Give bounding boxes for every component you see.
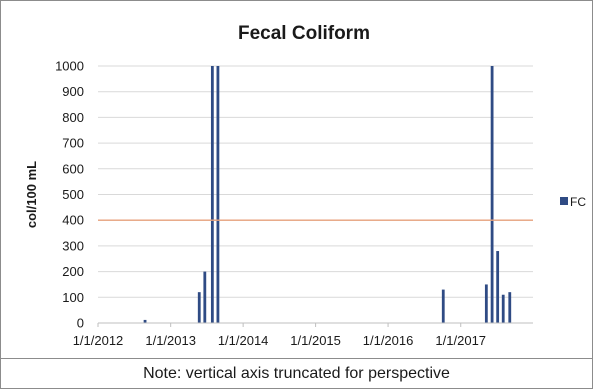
legend: FC xyxy=(560,195,586,209)
bar xyxy=(490,66,494,323)
bar xyxy=(501,294,505,323)
chart-title: Fecal Coliform xyxy=(238,23,370,44)
bar xyxy=(508,292,512,323)
y-tick-label: 600 xyxy=(62,161,84,176)
x-tick-label: 1/1/2015 xyxy=(290,333,341,348)
legend-label: FC xyxy=(570,195,586,209)
bar xyxy=(441,289,445,323)
y-tick-label: 100 xyxy=(62,290,84,305)
fecal-coliform-chart: Fecal Coliform 0 100 200 300 400 500 600 700 800… xyxy=(24,23,586,348)
bar xyxy=(210,66,214,323)
legend-swatch xyxy=(560,197,568,205)
y-tick-label: 400 xyxy=(62,213,84,228)
x-tick-labels: 1/1/2012 1/1/2013 1/1/2014 1/1/2015 1/1/2016… xyxy=(73,323,486,348)
y-tick-label: 1000 xyxy=(55,59,84,74)
x-tick-label: 1/1/2014 xyxy=(218,333,269,348)
y-tick-label: 700 xyxy=(62,136,84,151)
bar xyxy=(484,284,488,323)
y-tick-label: 300 xyxy=(62,238,84,253)
x-tick-label: 1/1/2012 xyxy=(73,333,124,348)
bar xyxy=(197,292,201,323)
bar xyxy=(143,319,147,323)
bar xyxy=(216,66,220,323)
y-tick-label: 200 xyxy=(62,264,84,279)
bar xyxy=(496,251,500,323)
y-axis-title: col/100 mL xyxy=(24,161,39,228)
gridlines xyxy=(98,65,533,298)
y-tick-label: 0 xyxy=(77,316,84,331)
bars xyxy=(143,66,512,323)
x-tick-label: 1/1/2017 xyxy=(435,333,486,348)
bar xyxy=(203,271,207,323)
y-tick-label: 900 xyxy=(62,84,84,99)
axis-note: Note: vertical axis truncated for perspe… xyxy=(143,365,450,382)
y-tick-label: 500 xyxy=(62,187,84,202)
y-tick-labels: 0 100 200 300 400 500 600 700 800 900 1000 xyxy=(55,59,84,331)
chart-area: Fecal Coliform 0 100 200 300 400 500 600 700 800… xyxy=(1,1,592,358)
y-tick-label: 800 xyxy=(62,110,84,125)
x-tick-label: 1/1/2016 xyxy=(363,333,414,348)
note-box: Note: vertical axis truncated for perspe… xyxy=(1,358,592,389)
x-tick-label: 1/1/2013 xyxy=(145,333,196,348)
